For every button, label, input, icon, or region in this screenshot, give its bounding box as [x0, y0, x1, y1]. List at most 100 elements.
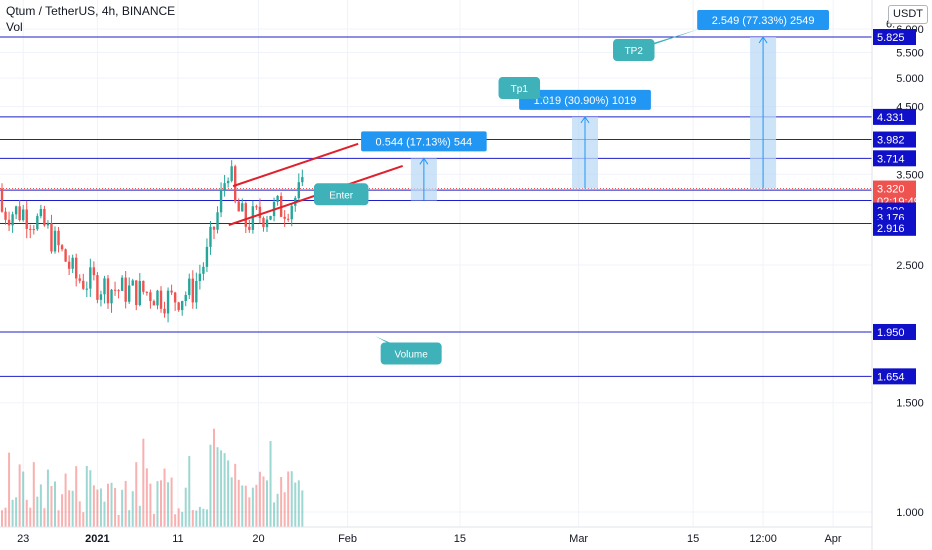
candle-body [159, 290, 163, 309]
price-axis-label: 6. [886, 19, 895, 31]
price-range-label: 1.019 (30.90%) 1019 [534, 95, 637, 107]
volume-bar [202, 508, 205, 527]
volume-bar [99, 488, 102, 527]
volume-bar [198, 506, 201, 527]
volume-bar [195, 510, 198, 527]
price-tick-label: 3.500 [896, 169, 924, 181]
volume-bar [280, 477, 283, 527]
candle-body [290, 205, 293, 220]
price-tick-label: 1.000 [896, 507, 924, 519]
volume-bar [22, 471, 25, 527]
price-range-label-box[interactable] [361, 131, 487, 152]
candle-body [216, 212, 219, 230]
volume-bar [4, 507, 7, 527]
candle-body [11, 214, 14, 226]
price-axis-label: 4.331 [877, 112, 905, 124]
channel-line[interactable] [232, 142, 359, 188]
candle-body [287, 218, 290, 220]
candle-body [71, 257, 74, 269]
time-axis[interactable]: 23 2021 11 20 Feb 15 Mar 15 12:00 Apr [17, 533, 842, 545]
volume-bar [297, 480, 300, 527]
candle-body [128, 285, 131, 302]
price-axis-label: 1.950 [877, 327, 905, 339]
candle-body [110, 289, 113, 304]
candle-body [85, 288, 88, 290]
price-range-label: 2.549 (77.33%) 2549 [712, 15, 815, 27]
callout-box[interactable] [313, 183, 369, 206]
volume-bar [181, 511, 184, 527]
candle-body [89, 267, 92, 289]
candle-body [50, 223, 53, 252]
time-tick-label: Feb [338, 533, 357, 545]
volume-bar [237, 479, 240, 527]
drawings[interactable]: 0.544 (17.13%) 544 1.019 (30.90%) 1019 2.5… [228, 10, 829, 365]
price-axis-label-box[interactable] [873, 219, 916, 236]
candle-body [64, 249, 67, 262]
price-axis-label-box[interactable] [873, 150, 916, 167]
currency-unit-button[interactable]: USDT [888, 5, 928, 24]
candle-body [113, 289, 117, 291]
candles [0, 160, 304, 323]
volume-bar [107, 483, 109, 527]
volume-bar [117, 514, 120, 527]
candle-body [269, 216, 272, 220]
volume-bar [135, 462, 138, 527]
horizontal-levels[interactable] [0, 36, 872, 377]
volume-bar [145, 468, 148, 527]
candle-body [234, 166, 237, 202]
price-axis-label-box[interactable] [873, 108, 916, 125]
volume-bar [114, 487, 117, 527]
candle-body [241, 203, 244, 212]
volume-bar [156, 481, 159, 527]
candle-body [219, 189, 223, 213]
price-axis[interactable]: 1.0001.5002.5003.5004.5005.0005.5006.000… [873, 19, 924, 519]
price-range-label-box[interactable] [519, 89, 651, 110]
callout-box[interactable] [380, 342, 442, 365]
price-axis-label: 1.654 [877, 371, 905, 383]
volume-bar [71, 490, 74, 527]
volume-bar [258, 471, 261, 527]
volume-indicator-label[interactable]: Vol [6, 20, 23, 34]
price-axis-label: 3.714 [877, 153, 905, 165]
candle-body [226, 180, 230, 184]
volume-bar [121, 489, 124, 527]
volume-bar [131, 491, 134, 527]
price-range-label-box[interactable] [697, 10, 829, 30]
candle-body [46, 223, 50, 226]
candle-body [43, 208, 46, 226]
volume-bar [248, 497, 251, 527]
callout-label: Enter [329, 190, 354, 201]
volume-bar [110, 482, 113, 527]
callout-tail [629, 29, 700, 51]
price-axis-label-box[interactable] [873, 323, 916, 340]
volume-bar [184, 487, 187, 527]
price-axis-label-box[interactable] [873, 368, 916, 385]
candle-body [75, 257, 78, 279]
price-axis-label-box[interactable] [873, 180, 916, 197]
candle-body [106, 278, 110, 304]
time-tick-label: 15 [454, 533, 466, 545]
candle-body [191, 278, 194, 303]
volume-bar [152, 513, 155, 527]
volume-bar [142, 438, 145, 527]
volume-bar [103, 501, 106, 527]
candle-body [142, 280, 145, 292]
price-axis-label: 2.916 [877, 223, 905, 235]
candle-body [198, 273, 202, 282]
volume-bar [191, 510, 194, 527]
volume-bar [290, 471, 293, 527]
candle-body [262, 217, 265, 228]
price-axis-label-box[interactable] [873, 131, 916, 148]
candle-body [163, 308, 166, 314]
volume-bar [82, 512, 85, 527]
callout-box[interactable] [613, 39, 655, 62]
volume-bar [244, 485, 247, 527]
candle-body [152, 301, 156, 306]
callout-box[interactable] [498, 77, 541, 100]
candle-body [124, 277, 127, 302]
price-axis-label-box[interactable] [873, 29, 916, 45]
price-axis-label: 3.982 [877, 135, 905, 147]
candle-body [244, 203, 247, 227]
